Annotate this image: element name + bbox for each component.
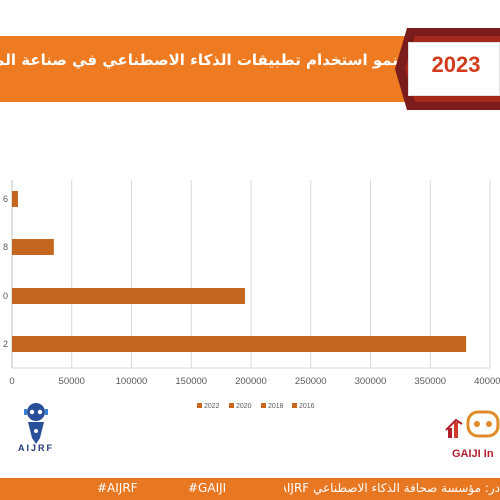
y-tick-label: 6 <box>3 194 8 204</box>
x-tick-label: 0 <box>9 376 14 387</box>
legend-swatch <box>261 403 266 408</box>
footer-hashtag-aijrf[interactable]: #AIJRF <box>97 481 138 495</box>
page-title: نمو استخدام تطبيقات الذكاء الاصطناعي في … <box>0 51 398 69</box>
bar-chart: 6 8 0 2 0 50000 100000 150000 200000 250000 300000… <box>3 180 500 410</box>
aijrf-logo <box>24 403 48 444</box>
x-tick-label: 150000 <box>175 376 207 387</box>
x-tick-label: 350000 <box>414 376 446 387</box>
aijrf-logo-text: AIJRF <box>17 443 54 453</box>
footer-bar <box>0 478 500 500</box>
bar-2016 <box>12 191 18 207</box>
header-band <box>0 36 405 102</box>
x-tick-label: 300000 <box>355 376 387 387</box>
legend-label: 2020 <box>236 403 252 410</box>
legend-swatch <box>292 403 297 408</box>
bar-2018 <box>12 239 54 255</box>
bar-2022 <box>12 336 467 352</box>
year-badge <box>408 42 500 96</box>
x-tick-label: 250000 <box>295 376 327 387</box>
x-tick-label: 100000 <box>116 376 148 387</box>
footer-source: در: مؤسسة صحافة الذكاء الاصطناعي AIJRF <box>284 481 500 495</box>
footer-hashtag-gaiji[interactable]: #GAIJI <box>188 481 227 495</box>
legend-label: 2018 <box>268 403 284 410</box>
x-tick-label: 50000 <box>59 376 85 387</box>
x-tick-label: 400000 <box>474 376 500 387</box>
legend-swatch <box>197 403 202 408</box>
x-tick-label: 200000 <box>235 376 267 387</box>
gaiji-logo-text: GAIJI In <box>452 448 494 460</box>
legend-swatch <box>229 403 234 408</box>
bar-2020 <box>12 288 246 304</box>
year-label: 2023 <box>431 52 481 77</box>
y-tick-label: 0 <box>3 291 8 301</box>
gaiji-logo <box>445 410 500 438</box>
y-tick-label: 2 <box>3 339 8 349</box>
y-tick-label: 8 <box>3 242 8 252</box>
legend-label: 2016 <box>299 403 315 410</box>
legend-label: 2022 <box>204 403 220 410</box>
